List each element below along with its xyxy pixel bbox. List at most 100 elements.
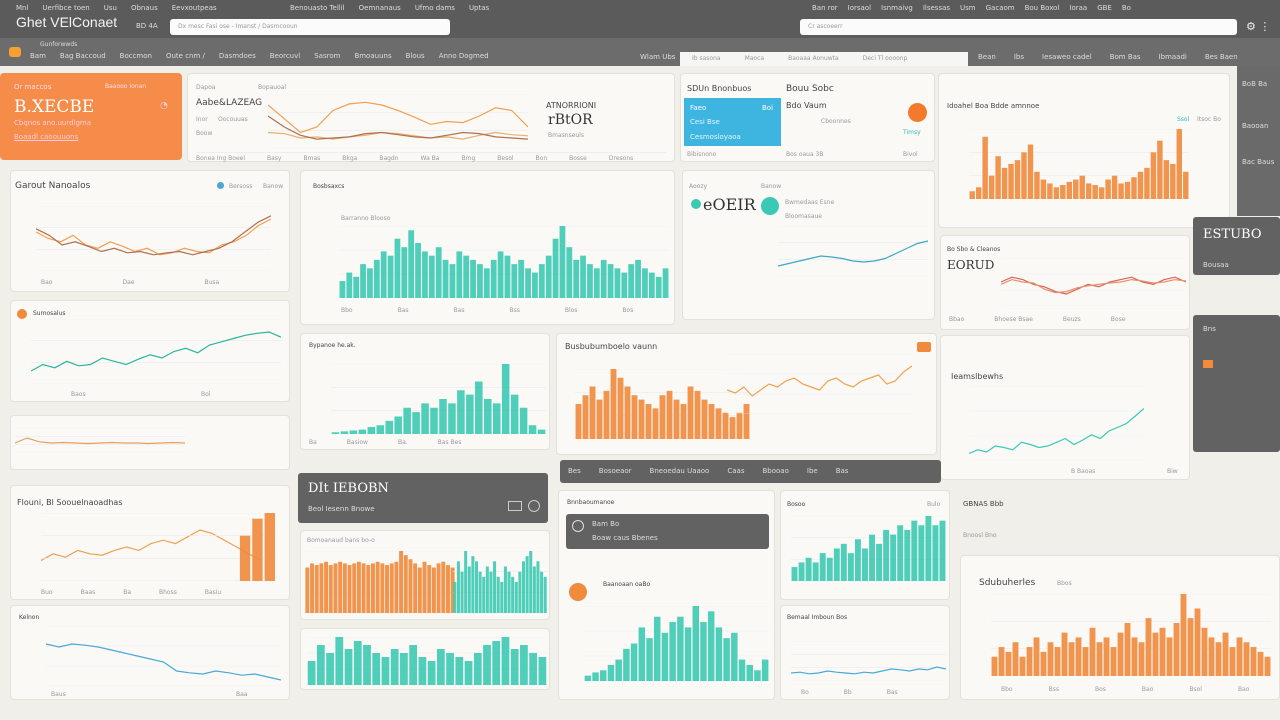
toolbar-item[interactable]: Caas: [727, 467, 745, 475]
blue-stat-box[interactable]: Faeo Boi Cesi Bse Cesmosloyaoa: [684, 98, 781, 146]
nav-tab[interactable]: Anno Dogmed: [438, 52, 489, 60]
menu-item[interactable]: Mnl: [16, 4, 29, 12]
bar: [1131, 177, 1137, 199]
kpi-link[interactable]: Boaadl caoouuons: [14, 133, 79, 141]
blue-line-panel-2: Bemaal Imboun Bos Bo Bb Bas: [780, 605, 950, 700]
bar: [635, 259, 641, 298]
menu-item[interactable]: Benouasto Tellil: [290, 4, 345, 12]
card-icon[interactable]: [508, 501, 522, 511]
menu-icon[interactable]: [917, 342, 931, 352]
bar: [511, 576, 515, 613]
panel-sub: Inor: [196, 116, 208, 123]
toolbar-item[interactable]: Ibe: [806, 467, 818, 475]
menu-item[interactable]: GBE: [1097, 4, 1112, 12]
toolbar-item[interactable]: Bneoedau Uaaoo: [649, 467, 710, 475]
x-tick: Bas Bes: [437, 439, 462, 446]
kpi-card[interactable]: Or maccos Baaooo Ionan B.XECBE Cbqnos an…: [0, 73, 182, 160]
sidebar-item[interactable]: Baooan: [1242, 122, 1269, 130]
bar: [918, 525, 925, 581]
right-tab[interactable]: Ibs: [1013, 53, 1024, 61]
panel-footer: Bbao Bhoese Bsae Beuzs Bose: [949, 316, 1125, 323]
footer-item: Basy: [267, 155, 282, 162]
toolbar-item[interactable]: Bes: [568, 467, 581, 475]
nav-tab[interactable]: Bmoauuns: [354, 52, 392, 60]
menu-item[interactable]: Eevxoutpeas: [171, 4, 217, 12]
panel-title: Bemaal Imboun Bos: [787, 614, 848, 621]
menu-item[interactable]: Bou Boxol: [1024, 4, 1060, 12]
nav-tab[interactable]: Beorcuvl: [269, 52, 301, 60]
center-tab[interactable]: Wlam Ubs: [640, 53, 676, 61]
menu-item[interactable]: Ioraa: [1069, 4, 1088, 12]
blue-badge: Boi: [762, 104, 774, 112]
menu-item[interactable]: Bo: [1121, 4, 1131, 12]
right-tab[interactable]: Bom Bas: [1109, 53, 1141, 61]
bar: [504, 255, 511, 298]
bar: [252, 518, 263, 581]
bar: [566, 247, 573, 298]
blue-link[interactable]: Cesmosloyaoa: [690, 133, 741, 141]
menu-item[interactable]: Oemnanaus: [358, 4, 401, 12]
search-input-left[interactable]: Dx mesc Fasi ose - Imanst / Dasmcooun: [170, 19, 450, 35]
nav-tab[interactable]: Bag Baccoud: [59, 52, 106, 60]
nav-tab[interactable]: Oute cnm /: [165, 52, 205, 60]
sidebar-item[interactable]: Bac Baus: [1242, 158, 1275, 166]
refresh-icon[interactable]: [528, 500, 540, 512]
bar: [584, 675, 592, 681]
nav-tab[interactable]: Bam: [30, 52, 46, 60]
bar: [475, 381, 483, 434]
panel-sub: Bloomasaue: [785, 213, 822, 220]
center-tab[interactable]: Baoaaa Aonuwta: [788, 55, 839, 62]
menu-item[interactable]: Isnmaivg: [881, 4, 913, 12]
bar-chart: [584, 606, 769, 681]
x-tick: Bas: [453, 307, 465, 314]
menu-item[interactable]: Ban ror: [812, 4, 838, 12]
settings-icon[interactable]: ⚙ ⋮: [1246, 20, 1271, 33]
menu-item[interactable]: Iorsaol: [847, 4, 872, 12]
nav-tab[interactable]: Boccmon: [119, 52, 152, 60]
menu-item[interactable]: Gacaom: [985, 4, 1015, 12]
toolbar-item[interactable]: Bbooao: [762, 467, 789, 475]
menu-item[interactable]: Uptas: [468, 4, 490, 12]
bar: [314, 565, 319, 613]
menu-item[interactable]: Usm: [960, 4, 976, 12]
search-input-right[interactable]: Cr ascoeerr: [800, 19, 1237, 35]
panel-sub: Oocouuas: [218, 116, 248, 123]
menu-item[interactable]: Usu: [103, 4, 117, 12]
menu-item[interactable]: Ufmo dams: [414, 4, 455, 12]
bar: [1145, 618, 1152, 676]
panel-label: Dapoa: [196, 84, 216, 91]
sidebar-item[interactable]: BoB Ba: [1242, 80, 1268, 88]
center-tab[interactable]: Ib sasona: [692, 55, 721, 62]
right-tab[interactable]: Ibmaadi: [1158, 53, 1187, 61]
menu-item[interactable]: Obnaus: [130, 4, 158, 12]
center-tabbar: Ib sasona Maoca Baoaaa Aonuwta Deci Tl o…: [680, 52, 968, 66]
bar: [653, 616, 661, 681]
bar: [448, 403, 456, 434]
x-tick: Bss: [509, 307, 520, 314]
bar-chart: [331, 364, 546, 434]
right-tab[interactable]: Bean: [978, 53, 996, 61]
menu-item[interactable]: Ilsessas: [922, 4, 951, 12]
x-tick: Bbo: [1001, 686, 1013, 693]
center-tab[interactable]: Deci Tl oooonp: [862, 55, 908, 62]
side-list-item[interactable]: Bns: [1203, 325, 1216, 333]
toolbar-item[interactable]: Bas: [835, 467, 849, 475]
side-stat-card[interactable]: ESTUBO Bousaa: [1193, 217, 1280, 275]
user-icon: [572, 520, 584, 532]
bar: [617, 377, 624, 439]
nav-tab[interactable]: Dasmdoes: [218, 52, 256, 60]
toolbar-item[interactable]: Bosoeaor: [598, 467, 632, 475]
bar: [484, 399, 492, 434]
right-tab[interactable]: Bes Baen: [1204, 53, 1238, 61]
orange-line-panel: Bo Sbo & Cleanos EORUD Bbao Bhoese Bsae …: [940, 235, 1190, 330]
bar: [545, 255, 552, 298]
x-tick: Bas: [886, 689, 898, 696]
info-icon[interactable]: ◔: [160, 101, 168, 111]
nav-tab[interactable]: Blous: [405, 52, 425, 60]
bar: [353, 276, 360, 298]
right-tab[interactable]: Iesaweo cadel: [1042, 53, 1092, 61]
menu-item[interactable]: Uerfibce toen: [42, 4, 90, 12]
center-tab[interactable]: Maoca: [744, 55, 765, 62]
bar: [607, 664, 615, 681]
nav-tab[interactable]: Sasrom: [314, 52, 341, 60]
